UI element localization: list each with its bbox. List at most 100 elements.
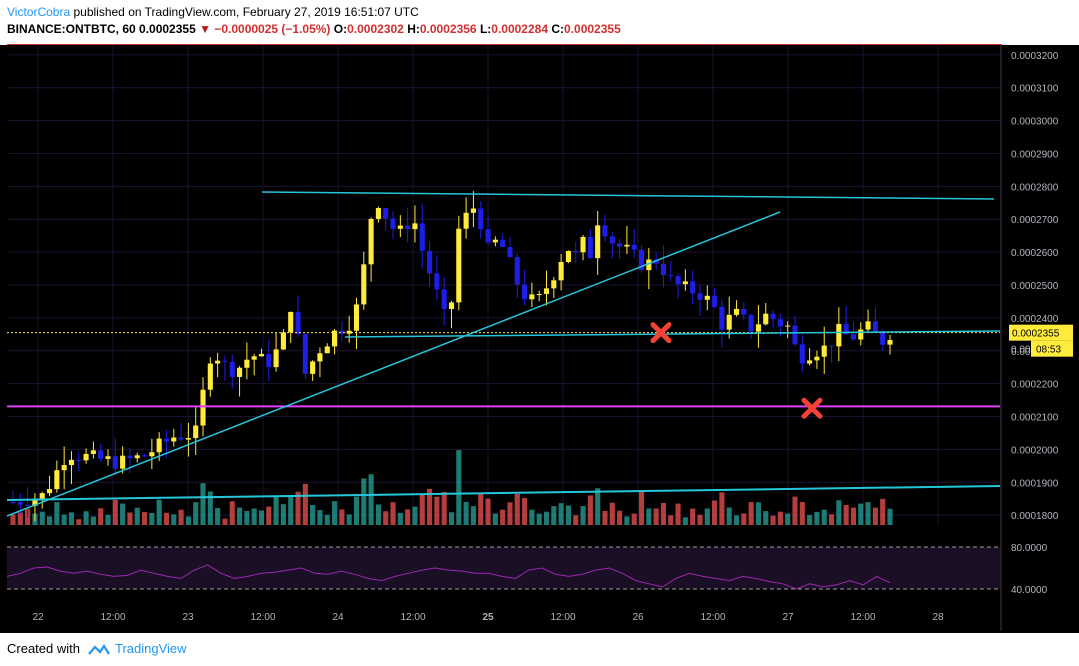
candle-body[interactable] bbox=[229, 361, 235, 377]
candle-body[interactable] bbox=[595, 225, 601, 259]
candle-body[interactable] bbox=[529, 294, 535, 300]
candle-body[interactable] bbox=[587, 236, 593, 259]
candle-body[interactable] bbox=[719, 306, 725, 330]
candle-body[interactable] bbox=[105, 456, 111, 459]
candle-body[interactable] bbox=[397, 225, 403, 229]
descending-trendline[interactable] bbox=[261, 191, 995, 200]
candle-body[interactable] bbox=[68, 459, 75, 466]
candle-body[interactable] bbox=[112, 456, 118, 469]
candle-body[interactable] bbox=[61, 465, 67, 471]
candle-body[interactable] bbox=[748, 314, 754, 332]
candle-body[interactable] bbox=[317, 353, 323, 362]
candle-body[interactable] bbox=[324, 346, 330, 354]
ascending-trendline[interactable] bbox=[6, 211, 781, 517]
x-mark-icon[interactable] bbox=[801, 397, 823, 419]
candle-body[interactable] bbox=[46, 489, 53, 494]
candle-body[interactable] bbox=[149, 452, 155, 457]
candle-body[interactable] bbox=[368, 218, 374, 265]
candle-body[interactable] bbox=[551, 280, 557, 289]
candle-body[interactable] bbox=[887, 339, 893, 345]
candle-body[interactable] bbox=[770, 313, 776, 320]
candle-body[interactable] bbox=[98, 450, 104, 459]
candle-body[interactable] bbox=[799, 344, 805, 364]
candle-body[interactable] bbox=[814, 356, 820, 361]
candle-body[interactable] bbox=[39, 493, 45, 499]
candle-body[interactable] bbox=[448, 302, 455, 310]
candle-body[interactable] bbox=[141, 455, 148, 457]
candle-body[interactable] bbox=[492, 239, 498, 243]
candle-body[interactable] bbox=[485, 229, 491, 243]
candle-body[interactable] bbox=[244, 359, 250, 368]
candle-body[interactable] bbox=[134, 455, 140, 459]
candle-body[interactable] bbox=[638, 249, 645, 271]
candle-body[interactable] bbox=[302, 333, 308, 374]
candle-body[interactable] bbox=[215, 360, 221, 364]
candle-body[interactable] bbox=[339, 330, 345, 334]
candle-body[interactable] bbox=[507, 246, 513, 258]
candle-body[interactable] bbox=[412, 223, 418, 230]
candle-body[interactable] bbox=[828, 345, 835, 347]
candlesticks[interactable] bbox=[10, 191, 893, 522]
candle-body[interactable] bbox=[419, 223, 425, 251]
candle-body[interactable] bbox=[54, 470, 60, 490]
candle-body[interactable] bbox=[682, 281, 688, 285]
candle-body[interactable] bbox=[120, 455, 126, 469]
candle-body[interactable] bbox=[865, 321, 871, 330]
candle-body[interactable] bbox=[704, 295, 710, 300]
candle-body[interactable] bbox=[514, 257, 520, 285]
candle-body[interactable] bbox=[280, 332, 286, 350]
candle-body[interactable] bbox=[434, 273, 440, 290]
candle-body[interactable] bbox=[156, 438, 162, 453]
candle-body[interactable] bbox=[697, 293, 703, 300]
candle-body[interactable] bbox=[32, 498, 38, 506]
candle-body[interactable] bbox=[10, 501, 16, 503]
candle-body[interactable] bbox=[741, 308, 747, 315]
annotation-marks[interactable] bbox=[650, 322, 823, 419]
candle-body[interactable] bbox=[536, 294, 542, 296]
candle-body[interactable] bbox=[456, 228, 462, 303]
tradingview-brand[interactable]: TradingView bbox=[115, 641, 187, 656]
candle-body[interactable] bbox=[500, 239, 506, 247]
candle-body[interactable] bbox=[310, 361, 316, 374]
candle-body[interactable] bbox=[127, 455, 133, 459]
candle-body[interactable] bbox=[470, 208, 476, 213]
candle-body[interactable] bbox=[76, 459, 82, 461]
candle-body[interactable] bbox=[200, 389, 206, 426]
candle-body[interactable] bbox=[807, 360, 813, 364]
candle-body[interactable] bbox=[843, 324, 849, 335]
candle-body[interactable] bbox=[580, 236, 586, 253]
candle-body[interactable] bbox=[660, 263, 666, 276]
candle-body[interactable] bbox=[237, 367, 243, 377]
candle-body[interactable] bbox=[273, 349, 279, 368]
candle-body[interactable] bbox=[83, 453, 89, 461]
candle-body[interactable] bbox=[777, 319, 783, 327]
candle-body[interactable] bbox=[543, 288, 550, 295]
candle-body[interactable] bbox=[558, 261, 564, 281]
candle-body[interactable] bbox=[251, 356, 257, 360]
candle-body[interactable] bbox=[288, 311, 294, 333]
candle-body[interactable] bbox=[602, 225, 608, 237]
candle-body[interactable] bbox=[690, 281, 696, 294]
candle-body[interactable] bbox=[872, 321, 878, 332]
candle-body[interactable] bbox=[375, 208, 381, 219]
candle-body[interactable] bbox=[353, 304, 360, 331]
candle-body[interactable] bbox=[624, 244, 630, 247]
candle-body[interactable] bbox=[185, 438, 191, 440]
candle-body[interactable] bbox=[755, 324, 762, 332]
candle-body[interactable] bbox=[405, 225, 411, 230]
candle-body[interactable] bbox=[295, 311, 301, 334]
candle-body[interactable] bbox=[266, 353, 272, 368]
candle-body[interactable] bbox=[193, 425, 199, 439]
candle-body[interactable] bbox=[332, 330, 338, 347]
candle-body[interactable] bbox=[17, 502, 23, 505]
long-trendline[interactable] bbox=[6, 485, 1001, 501]
candle-body[interactable] bbox=[565, 250, 571, 262]
candle-body[interactable] bbox=[821, 345, 827, 357]
candle-body[interactable] bbox=[617, 243, 623, 247]
candle-body[interactable] bbox=[478, 208, 484, 230]
candle-body[interactable] bbox=[25, 504, 31, 506]
candle-body[interactable] bbox=[785, 325, 791, 327]
candle-body[interactable] bbox=[463, 212, 469, 229]
candle-body[interactable] bbox=[733, 308, 740, 315]
price-chart[interactable]: 0.0003200 0.0003100 0.0003000 0.0002900 0.00… bbox=[0, 45, 1079, 633]
